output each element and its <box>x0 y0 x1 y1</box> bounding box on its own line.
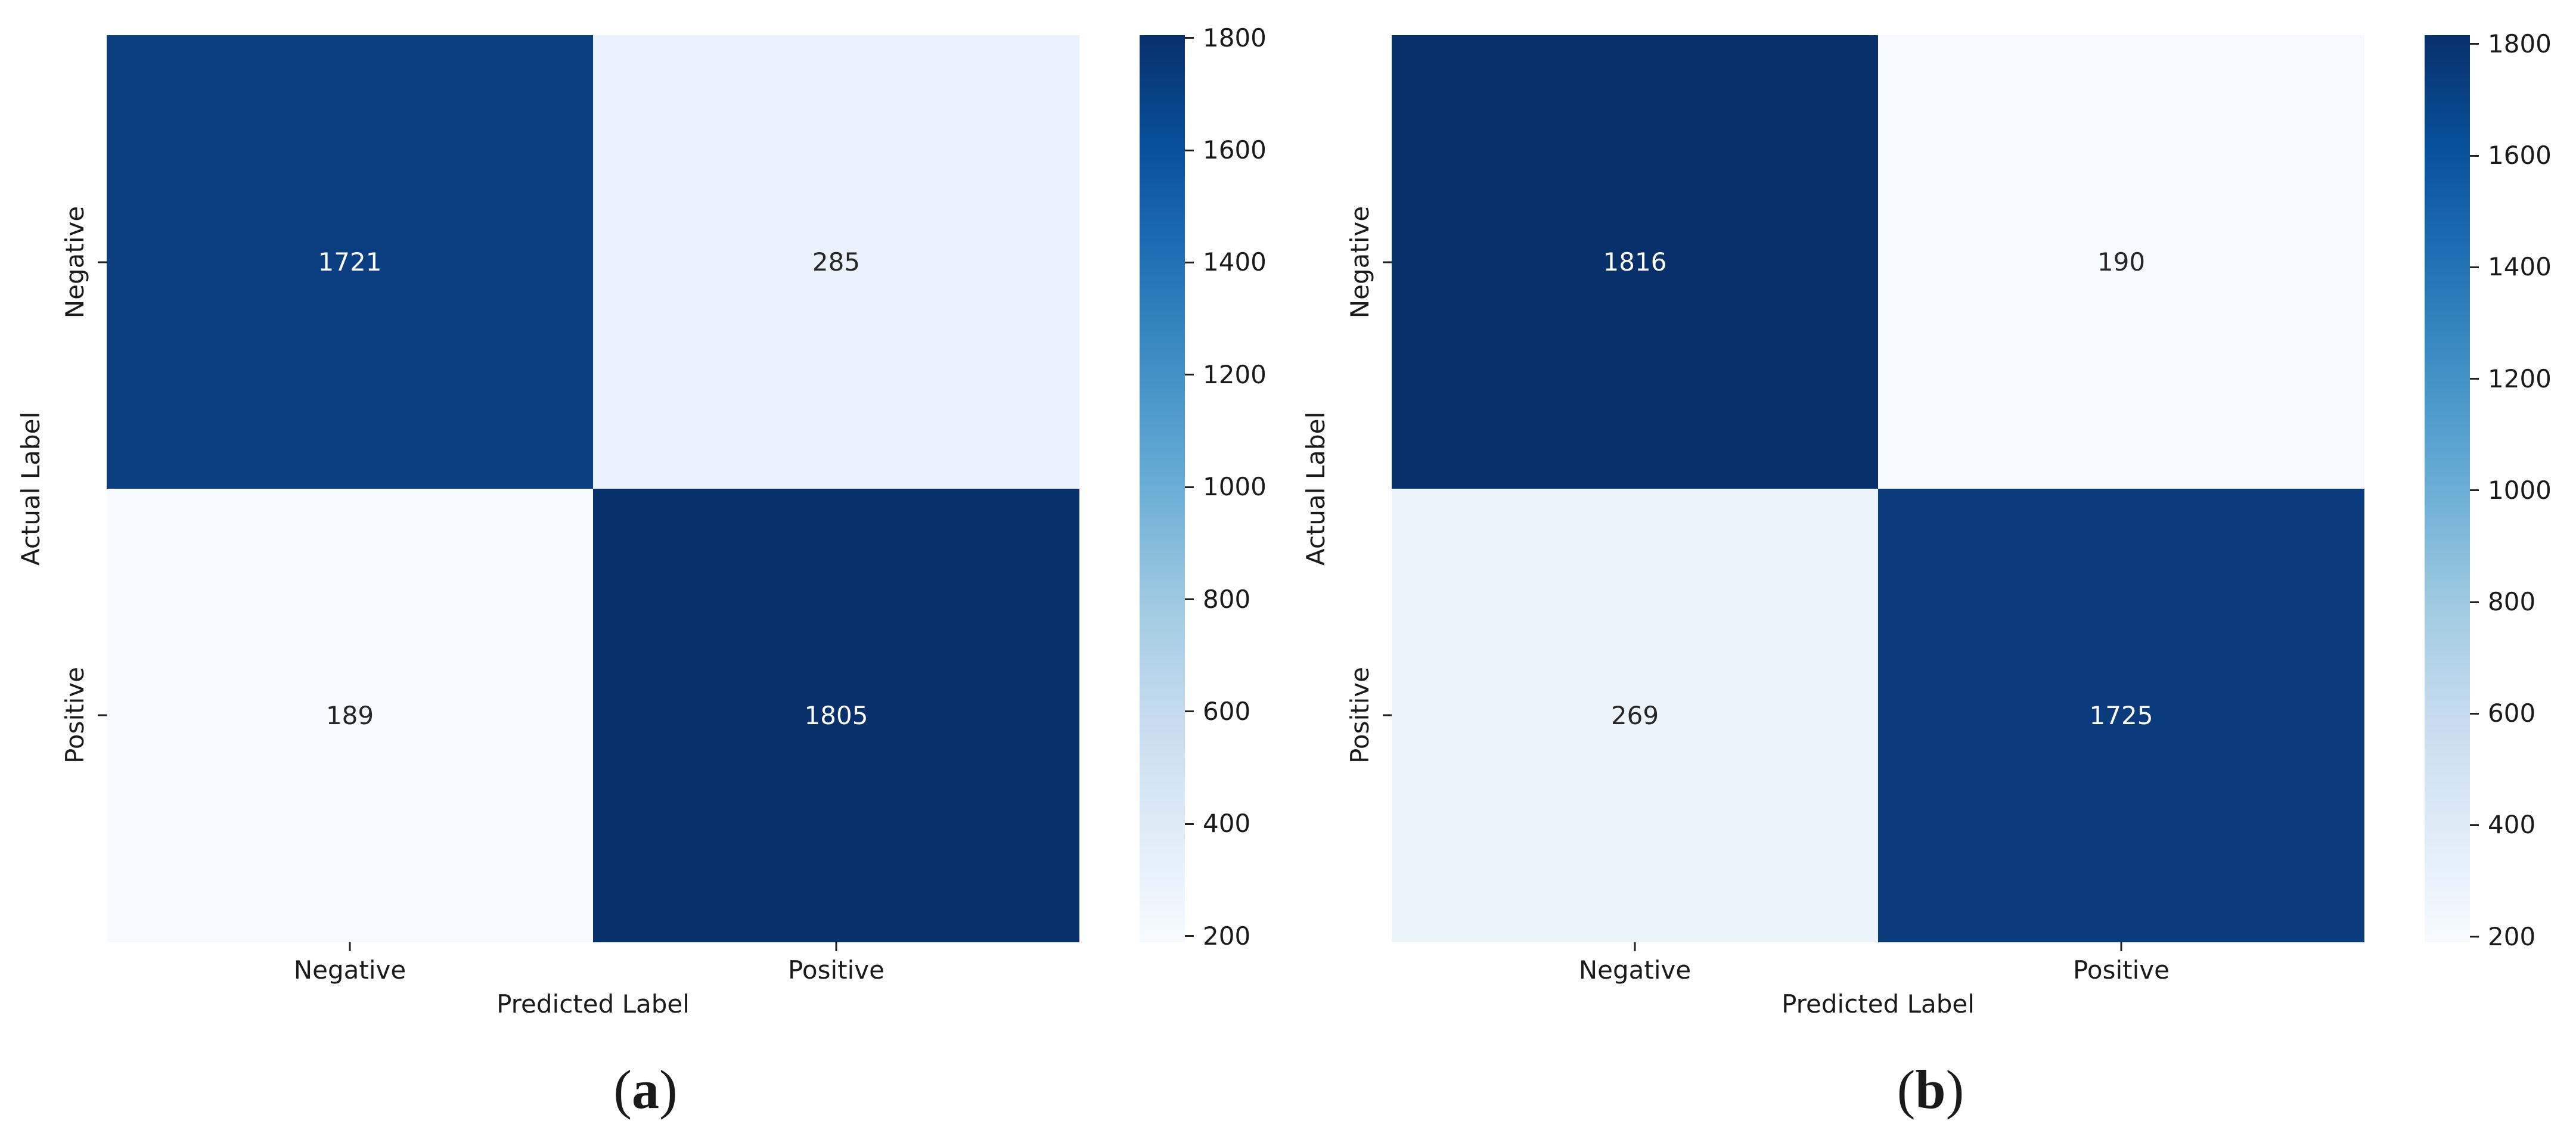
y-tick-mark <box>98 261 107 263</box>
cell-a-false-negative: 189 <box>107 489 593 942</box>
caption-letter: a <box>632 1059 659 1120</box>
subfigure-caption-a: (a) <box>613 1062 677 1117</box>
colorbar-tick-mark <box>2470 824 2479 826</box>
cell-b-true-negative: 1816 <box>1392 35 1878 489</box>
x-axis-label: Predicted Label <box>1782 989 1975 1019</box>
colorbar-b <box>2425 35 2470 942</box>
y-tick-label-text: Negative <box>1345 206 1374 319</box>
colorbar-tick-mark <box>1185 935 1194 938</box>
colorbar-tick-label: 1800 <box>2488 29 2552 58</box>
colorbar-tick-label: 800 <box>1203 584 1251 614</box>
colorbar-a <box>1140 35 1185 942</box>
colorbar-tick-mark <box>1185 598 1194 601</box>
colorbar-tick-label: 800 <box>2488 587 2536 617</box>
colorbar-tick-label: 400 <box>2488 810 2536 840</box>
colorbar-tick-mark <box>1185 486 1194 488</box>
colorbar-tick-label: 1200 <box>2488 364 2552 393</box>
cell-a-true-negative: 1721 <box>107 35 593 489</box>
colorbar-tick-label: 400 <box>1203 809 1251 839</box>
colorbar-tick-mark <box>2470 936 2479 938</box>
colorbar-tick-mark <box>2470 154 2479 157</box>
colorbar-tick-mark <box>1185 261 1194 263</box>
colorbar-tick-label: 600 <box>2488 699 2536 728</box>
caption-paren: ( <box>613 1059 632 1120</box>
colorbar-tick-label: 600 <box>1203 696 1251 726</box>
y-tick-mark <box>1383 261 1392 263</box>
cell-a-false-positive: 285 <box>593 35 1079 489</box>
colorbar-tick-mark <box>1185 374 1194 376</box>
y-axis-label-text: Actual Label <box>1301 411 1330 566</box>
x-axis-label: Predicted Label <box>496 989 690 1019</box>
colorbar-tick-label: 1600 <box>1203 135 1267 165</box>
x-tick-mark <box>835 942 837 951</box>
colorbar-tick-mark <box>2470 43 2479 45</box>
x-tick-label-negative: Negative <box>293 955 406 985</box>
cell-b-false-negative: 269 <box>1392 489 1878 942</box>
caption-paren: ) <box>1945 1059 1964 1120</box>
colorbar-tick-mark <box>1185 710 1194 713</box>
colorbar-tick-label: 1600 <box>2488 141 2552 170</box>
caption-letter: b <box>1915 1059 1946 1120</box>
colorbar-tick-label: 200 <box>2488 921 2536 951</box>
colorbar-tick-mark <box>2470 266 2479 268</box>
x-tick-mark <box>349 942 351 951</box>
colorbar-tick-mark <box>2470 489 2479 492</box>
colorbar-tick-label: 200 <box>1203 921 1251 951</box>
colorbar-tick-mark <box>1185 822 1194 825</box>
colorbar-tick-mark <box>2470 712 2479 715</box>
cell-a-true-positive: 1805 <box>593 489 1079 942</box>
subfigure-caption-b: (b) <box>1897 1062 1964 1117</box>
colorbar-tick-label: 1000 <box>1203 472 1267 502</box>
caption-paren: ) <box>659 1059 678 1120</box>
colorbar-tick-mark <box>1185 149 1194 151</box>
y-tick-label-text: Positive <box>1345 667 1374 763</box>
x-tick-mark <box>2120 942 2122 951</box>
colorbar-tick-mark <box>1185 37 1194 39</box>
y-tick-mark <box>1383 714 1392 716</box>
colorbar-tick-mark <box>2470 378 2479 380</box>
colorbar-tick-label: 1400 <box>1203 247 1267 277</box>
caption-paren: ( <box>1897 1059 1916 1120</box>
x-tick-label-negative: Negative <box>1578 955 1692 985</box>
colorbar-tick-label: 1800 <box>1203 23 1267 52</box>
cell-b-false-positive: 190 <box>1878 35 2364 489</box>
colorbar-tick-label: 1400 <box>2488 252 2552 282</box>
x-tick-label-positive: Positive <box>788 955 884 985</box>
colorbar-tick-label: 1000 <box>2488 475 2552 505</box>
x-tick-mark <box>1634 942 1636 951</box>
x-tick-label-positive: Positive <box>2073 955 2170 985</box>
colorbar-tick-mark <box>2470 601 2479 603</box>
y-tick-mark <box>98 714 107 716</box>
colorbar-tick-label: 1200 <box>1203 359 1267 389</box>
heatmap-b: 1816 190 269 1725 <box>1392 35 2364 942</box>
cell-b-true-positive: 1725 <box>1878 489 2364 942</box>
heatmap-a: 1721 285 189 1805 <box>107 35 1079 942</box>
